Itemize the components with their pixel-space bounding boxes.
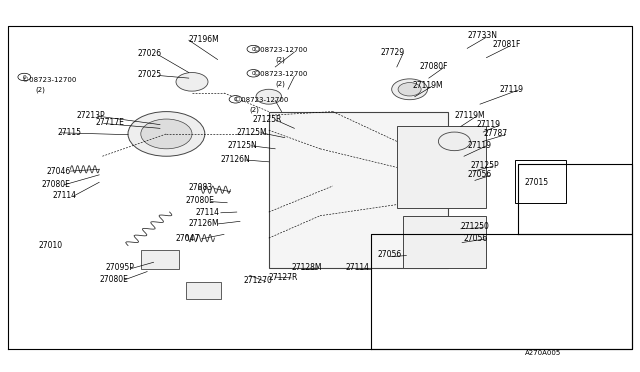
FancyBboxPatch shape [186,282,221,299]
Text: 27010: 27010 [38,241,63,250]
Circle shape [18,73,31,81]
Text: 27126N: 27126N [221,155,250,164]
Text: 27125P: 27125P [470,161,499,170]
Text: 27213P: 27213P [77,111,106,120]
Text: 27125M: 27125M [237,128,268,137]
Text: 27095P: 27095P [106,263,134,272]
Circle shape [128,112,205,156]
Text: A270A005: A270A005 [525,350,561,356]
FancyBboxPatch shape [269,112,448,268]
Text: 27081F: 27081F [493,40,521,49]
Text: 27080F: 27080F [419,62,448,71]
Text: (2): (2) [250,106,259,113]
Text: 27080E: 27080E [99,275,128,283]
FancyBboxPatch shape [141,250,179,269]
Text: 27119M: 27119M [413,81,444,90]
Bar [515,160,566,203]
Text: 27717E: 27717E [96,118,125,127]
Circle shape [141,119,192,149]
Text: 27119: 27119 [477,120,501,129]
Text: 27196M: 27196M [189,35,220,44]
Text: 27015: 27015 [525,178,549,187]
Text: 27127R: 27127R [269,273,298,282]
Text: ©08723-12700: ©08723-12700 [22,77,77,83]
Text: 27119: 27119 [467,141,492,150]
Text: 27080E: 27080E [186,196,214,205]
Text: C: C [22,74,26,80]
Circle shape [229,96,242,103]
Text: (2): (2) [275,56,285,63]
Circle shape [392,79,428,100]
Text: 27114: 27114 [195,208,219,217]
Circle shape [176,73,208,91]
Text: 27026: 27026 [138,49,162,58]
Text: 27125N: 27125N [227,141,257,150]
Text: 27115: 27115 [58,128,82,137]
Text: 27114: 27114 [52,191,77,200]
Text: 27056: 27056 [467,170,492,179]
Text: (2): (2) [35,86,45,93]
Text: 27128M: 27128M [291,263,322,272]
Text: 27733N: 27733N [467,31,497,40]
Text: 27119M: 27119M [454,111,485,120]
Text: C: C [234,97,237,102]
Text: 27729: 27729 [381,48,405,57]
Text: 27125R: 27125R [253,115,282,124]
Circle shape [247,45,260,53]
Text: (2): (2) [275,80,285,87]
Text: ©08723-12700: ©08723-12700 [253,71,307,77]
Text: 27047: 27047 [176,234,200,243]
Text: 27114: 27114 [346,263,370,272]
Text: 27119: 27119 [499,85,524,94]
Circle shape [256,89,282,104]
Text: C: C [252,71,255,76]
Text: 27080E: 27080E [42,180,70,189]
Circle shape [398,83,421,96]
Circle shape [247,70,260,77]
Text: 27046: 27046 [46,167,70,176]
FancyBboxPatch shape [403,216,486,268]
FancyBboxPatch shape [397,126,486,208]
Text: 27126M: 27126M [189,219,220,228]
Text: ©08723-12700: ©08723-12700 [234,97,288,103]
Text: 27056: 27056 [378,250,402,259]
Text: 27025: 27025 [138,70,162,79]
Text: 27056: 27056 [464,234,488,243]
Text: ©08723-12700: ©08723-12700 [253,47,307,53]
Text: C: C [252,46,255,52]
Text: 271250: 271250 [461,222,490,231]
Circle shape [438,132,470,151]
Text: 27787: 27787 [483,129,508,138]
Text: 27083: 27083 [189,183,213,192]
Text: 271270: 271270 [243,276,272,285]
